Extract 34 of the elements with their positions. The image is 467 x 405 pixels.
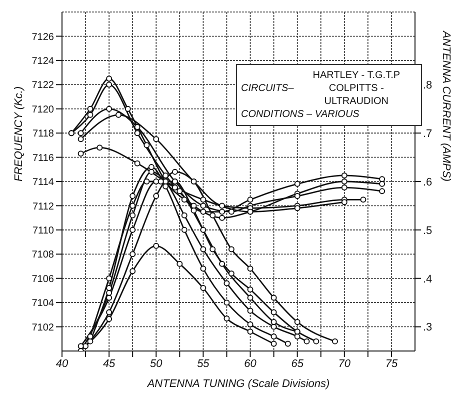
y-tick-label: 7116 [32,152,54,164]
y2-tick-label: .5 [423,224,432,237]
y-tick-label: 7124 [32,56,54,67]
y2-tick-label: .3 [423,322,432,334]
y2-tick-label: .6 [423,176,432,188]
y2-tick-label: .7 [423,128,432,140]
y-tick-label: 7102 [32,322,54,334]
y-axis-title: FREQUENCY (Kc.) [12,86,25,182]
x-tick-label: 50 [150,358,164,370]
annotation: CONDITIONS – VARIOUS [241,108,360,121]
y-tick-label: 7118 [32,128,54,140]
annotation: COLPITTS - ULTRAUDION [323,82,390,108]
y-tick-label: 7114 [32,177,54,188]
x-tick-label: 60 [244,358,258,370]
x-tick-label: 55 [197,358,210,370]
y-tick-label: 7126 [32,32,54,43]
annotation: HARTLEY - T.G.T.P [312,69,402,82]
annotation: CIRCUITS– [241,82,294,95]
x-tick-label: 40 [56,358,69,370]
y2-tick-label: .8 [423,80,432,92]
x-tick-label: 45 [102,358,116,370]
y-tick-label: 7120 [32,104,54,116]
y2-tick-label: .4 [423,273,432,286]
x-tick-label: 65 [291,358,304,370]
y-tick-label: 7108 [32,250,54,261]
x-axis-title: ANTENNA TUNING (Scale Divisions) [146,378,330,390]
y-tick-label: 7106 [32,274,54,285]
y-tick-label: 7112 [32,201,54,212]
y-tick-label: 7104 [32,298,54,310]
y-tick-label: 7122 [32,80,54,92]
y2-axis-title: ANTENNA CURRENT (AMPS) [440,30,452,182]
x-tick-label: 75 [385,358,398,370]
y-tick-label: 7110 [32,225,54,236]
x-tick-label: 70 [338,358,352,370]
